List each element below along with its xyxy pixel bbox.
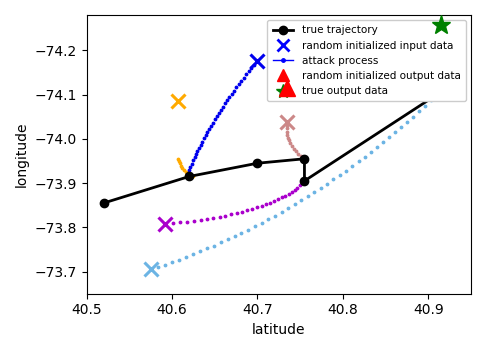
X-axis label: latitude: latitude [252,323,306,337]
Y-axis label: longitude: longitude [15,121,29,187]
Legend: true trajectory, random initialized input data, attack process, random initializ: true trajectory, random initialized inpu… [267,20,466,101]
